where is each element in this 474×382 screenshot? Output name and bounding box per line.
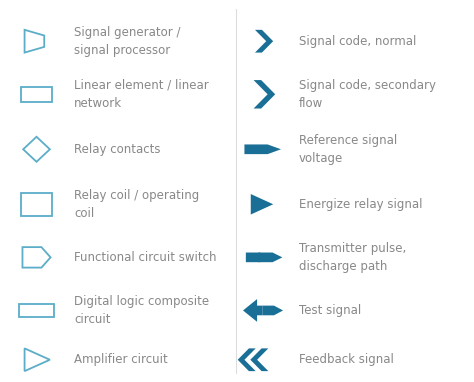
Polygon shape <box>254 80 275 108</box>
Text: Reference signal
voltage: Reference signal voltage <box>299 134 397 165</box>
Text: Energize relay signal: Energize relay signal <box>299 198 422 211</box>
Polygon shape <box>255 30 273 53</box>
Text: Linear element / linear
network: Linear element / linear network <box>74 79 209 110</box>
Text: Relay coil / operating
coil: Relay coil / operating coil <box>74 189 199 220</box>
Polygon shape <box>258 253 283 262</box>
Polygon shape <box>263 306 283 315</box>
Polygon shape <box>243 299 263 322</box>
Polygon shape <box>245 144 281 154</box>
Text: Functional circuit switch: Functional circuit switch <box>74 251 217 264</box>
Text: Feedback signal: Feedback signal <box>299 353 393 366</box>
Text: Test signal: Test signal <box>299 304 361 317</box>
Text: Transmitter pulse,
discharge path: Transmitter pulse, discharge path <box>299 242 406 273</box>
Text: Relay contacts: Relay contacts <box>74 143 161 156</box>
Bar <box>21 193 52 216</box>
Polygon shape <box>246 253 270 262</box>
Text: Amplifier circuit: Amplifier circuit <box>74 353 168 366</box>
Text: Signal code, secondary
flow: Signal code, secondary flow <box>299 79 436 110</box>
Text: Digital logic composite
circuit: Digital logic composite circuit <box>74 295 209 326</box>
Polygon shape <box>250 348 268 371</box>
Polygon shape <box>237 348 255 371</box>
Text: Signal code, normal: Signal code, normal <box>299 35 416 48</box>
Text: Signal generator /
signal processor: Signal generator / signal processor <box>74 26 181 57</box>
Bar <box>19 304 54 317</box>
Polygon shape <box>251 194 273 215</box>
Bar <box>21 87 52 102</box>
